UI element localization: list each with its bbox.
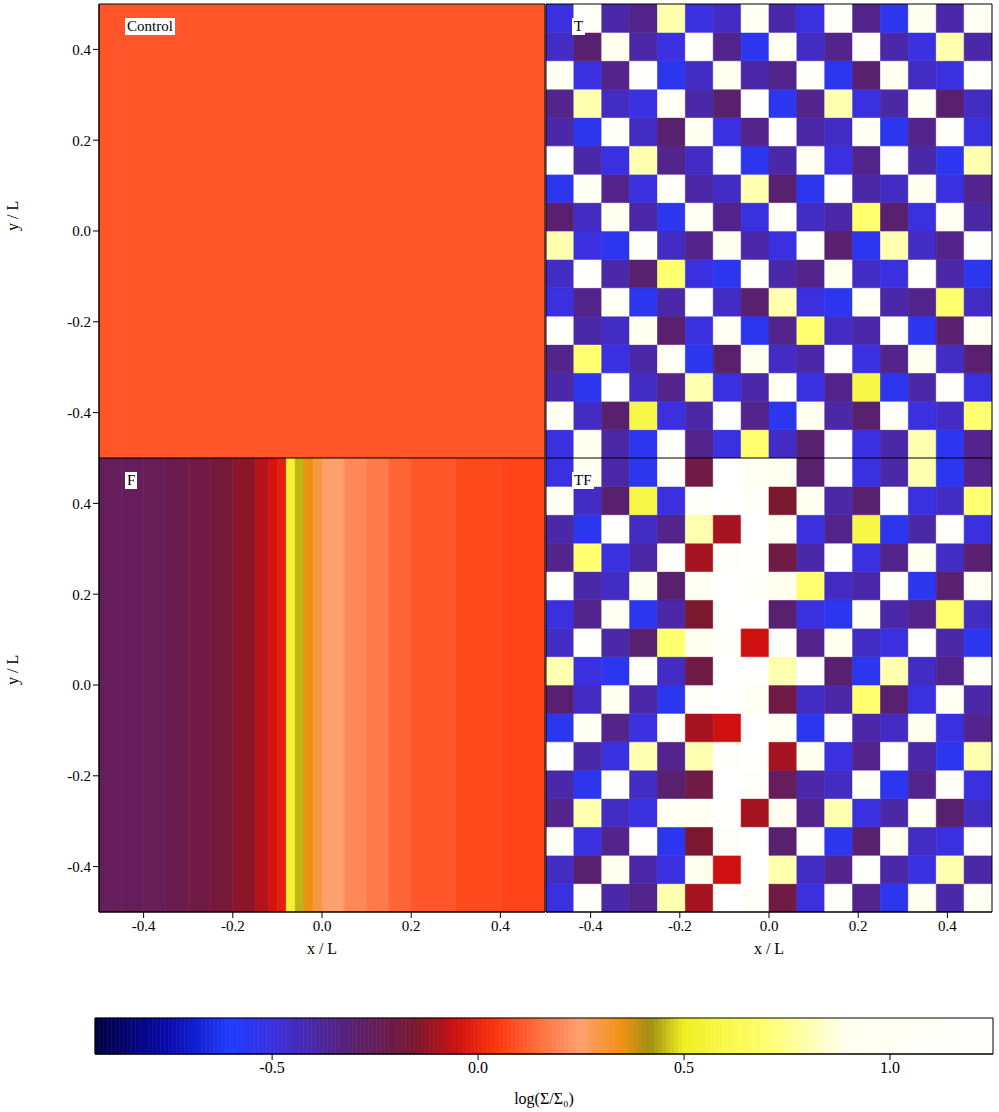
svg-text:0.4: 0.4 bbox=[938, 918, 957, 934]
svg-text:-0.5: -0.5 bbox=[259, 1059, 284, 1076]
svg-text:0.0: 0.0 bbox=[313, 918, 332, 934]
svg-text:-0.4: -0.4 bbox=[579, 918, 603, 934]
svg-text:0.2: 0.2 bbox=[72, 587, 91, 603]
svg-text:-0.2: -0.2 bbox=[668, 918, 692, 934]
svg-text:0.2: 0.2 bbox=[72, 133, 91, 149]
svg-text:-0.4: -0.4 bbox=[132, 918, 156, 934]
html-text:T: T bbox=[574, 18, 584, 34]
svg-text:0.0: 0.0 bbox=[72, 677, 91, 693]
html-text:TF: TF bbox=[574, 472, 592, 488]
svg-text:x / L: x / L bbox=[754, 940, 784, 957]
svg-text:0.4: 0.4 bbox=[72, 42, 91, 58]
svg-text:-0.2: -0.2 bbox=[221, 918, 245, 934]
svg-text:log(Σ/Σ₀): log(Σ/Σ₀) bbox=[514, 1090, 574, 1108]
svg-text:0.2: 0.2 bbox=[402, 918, 421, 934]
svg-text:0.2: 0.2 bbox=[849, 918, 868, 934]
svg-text:-0.2: -0.2 bbox=[67, 768, 91, 784]
svg-text:-0.2: -0.2 bbox=[67, 314, 91, 330]
svg-text:-0.4: -0.4 bbox=[67, 405, 91, 421]
svg-text:0.4: 0.4 bbox=[72, 496, 91, 512]
svg-text:y / L: y / L bbox=[4, 655, 22, 685]
svg-text:0.5: 0.5 bbox=[674, 1059, 694, 1076]
svg-text:0.0: 0.0 bbox=[760, 918, 779, 934]
svg-text:0.0: 0.0 bbox=[72, 223, 91, 239]
svg-text:x / L: x / L bbox=[307, 940, 337, 957]
svg-text:0.0: 0.0 bbox=[468, 1059, 488, 1076]
svg-text:-0.4: -0.4 bbox=[67, 859, 91, 875]
html-text:F: F bbox=[127, 472, 136, 488]
html-text:Control: Control bbox=[127, 18, 173, 34]
svg-text:y / L: y / L bbox=[4, 201, 22, 231]
svg-text:0.4: 0.4 bbox=[491, 918, 510, 934]
svg-text:1.0: 1.0 bbox=[880, 1059, 900, 1076]
